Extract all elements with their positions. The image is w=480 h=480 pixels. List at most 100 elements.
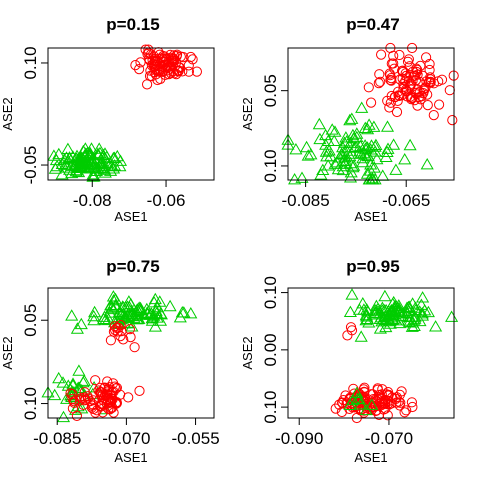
data-point-circle — [394, 400, 405, 411]
data-point-triangle — [389, 163, 403, 175]
panel-0-ticks: -0.08 -0.06 -0.05 0.10 — [21, 46, 185, 210]
data-point-triangle — [103, 306, 117, 318]
data-point-circle — [142, 79, 153, 90]
data-point-circle — [336, 406, 347, 418]
x-tick-label: -0.085 — [282, 191, 330, 210]
data-point-triangle — [321, 134, 335, 146]
panel-0-frame — [47, 47, 215, 181]
data-point-triangle — [313, 132, 327, 145]
data-point-triangle — [414, 298, 428, 310]
data-point-triangle — [321, 159, 335, 171]
data-point-triangle — [56, 376, 70, 388]
data-point-triangle — [367, 120, 381, 132]
data-point-circle — [401, 405, 412, 416]
y-tick-label: 0.10 — [261, 276, 280, 309]
data-point-triangle — [73, 151, 87, 164]
data-point-triangle — [328, 157, 342, 169]
data-point-triangle — [331, 162, 345, 175]
data-point-circle — [428, 110, 439, 121]
x-tick-label: -0.06 — [147, 191, 186, 210]
x-tick-label: -0.070 — [365, 429, 413, 448]
data-point-circle — [171, 51, 182, 62]
x-tick-label: -0.085 — [33, 429, 81, 448]
data-point-circle — [412, 84, 423, 95]
data-point-triangle — [380, 120, 395, 132]
data-point-circle — [398, 83, 409, 95]
panel-0-title: p=0.15 — [106, 15, 159, 34]
panel-0-ylabel: ASE2 — [0, 97, 15, 130]
data-point-circle — [386, 73, 397, 84]
data-point-triangle — [314, 168, 328, 180]
data-point-triangle — [405, 320, 419, 332]
panel-2-ticks: -0.085 -0.070 -0.055 0.10 0.05 — [21, 304, 220, 448]
data-point-circle — [376, 49, 387, 60]
data-point-circle — [396, 90, 407, 101]
data-point-triangle — [381, 142, 395, 154]
data-point-circle — [414, 86, 425, 98]
data-point-triangle — [175, 305, 189, 318]
data-point-circle — [409, 95, 420, 106]
data-point-triangle — [373, 322, 387, 334]
data-point-circle — [404, 81, 415, 92]
data-point-circle — [135, 57, 146, 68]
data-point-circle — [115, 320, 126, 331]
data-point-triangle — [373, 306, 387, 319]
data-point-triangle — [86, 170, 100, 182]
data-point-circle — [330, 403, 341, 414]
data-point-triangle — [368, 145, 382, 157]
data-point-triangle — [66, 150, 80, 162]
data-point-triangle — [346, 128, 360, 141]
data-point-triangle — [150, 306, 164, 319]
data-point-circle — [412, 64, 423, 76]
data-point-triangle — [122, 295, 136, 307]
data-point-circle — [177, 66, 188, 77]
data-point-circle — [424, 58, 435, 70]
data-point-circle — [384, 399, 395, 410]
data-point-circle — [80, 394, 91, 405]
data-point-triangle — [338, 150, 352, 163]
data-point-triangle — [358, 121, 372, 133]
data-point-triangle — [304, 147, 318, 160]
data-point-circle — [338, 395, 349, 406]
data-point-triangle — [65, 309, 79, 321]
data-point-triangle — [56, 410, 71, 423]
data-point-triangle — [87, 309, 101, 322]
data-point-circle — [391, 106, 403, 118]
data-point-triangle — [343, 113, 357, 126]
data-point-triangle — [387, 138, 401, 150]
data-point-triangle — [75, 151, 89, 163]
data-point-circle — [171, 69, 182, 80]
data-point-circle — [412, 100, 423, 111]
panel-3-frame — [287, 287, 455, 419]
data-point-triangle — [55, 157, 69, 169]
data-point-triangle — [289, 142, 303, 155]
panel-2-title: p=0.75 — [106, 257, 159, 276]
data-point-triangle — [386, 308, 400, 320]
data-point-triangle — [83, 148, 97, 160]
data-point-triangle — [95, 159, 109, 171]
data-point-circle — [399, 407, 410, 418]
data-point-triangle — [148, 320, 162, 332]
data-point-circle — [107, 387, 118, 398]
data-point-triangle — [106, 290, 120, 302]
data-point-circle — [370, 400, 381, 411]
y-tick-label: 0.10 — [261, 391, 280, 424]
data-point-circle — [447, 115, 458, 126]
x-tick-label: -0.055 — [171, 429, 219, 448]
data-point-triangle — [98, 313, 112, 326]
data-point-circle — [94, 400, 106, 412]
data-point-triangle — [415, 309, 430, 321]
data-point-triangle — [147, 309, 161, 321]
panel-3-ticks: -0.090 -0.070 0.10 0.00 0.10 — [261, 276, 413, 448]
data-point-triangle — [61, 142, 75, 154]
data-point-circle — [134, 64, 145, 75]
data-point-triangle — [110, 149, 124, 162]
panel-2-xlabel: ASE1 — [114, 450, 147, 465]
data-point-circle — [143, 44, 154, 55]
data-point-circle — [425, 72, 436, 83]
data-point-circle — [88, 403, 99, 415]
data-point-triangle — [378, 289, 392, 302]
panel-3-ylabel: ASE2 — [240, 336, 255, 369]
data-point-triangle — [334, 148, 348, 160]
data-point-circle — [174, 62, 185, 73]
